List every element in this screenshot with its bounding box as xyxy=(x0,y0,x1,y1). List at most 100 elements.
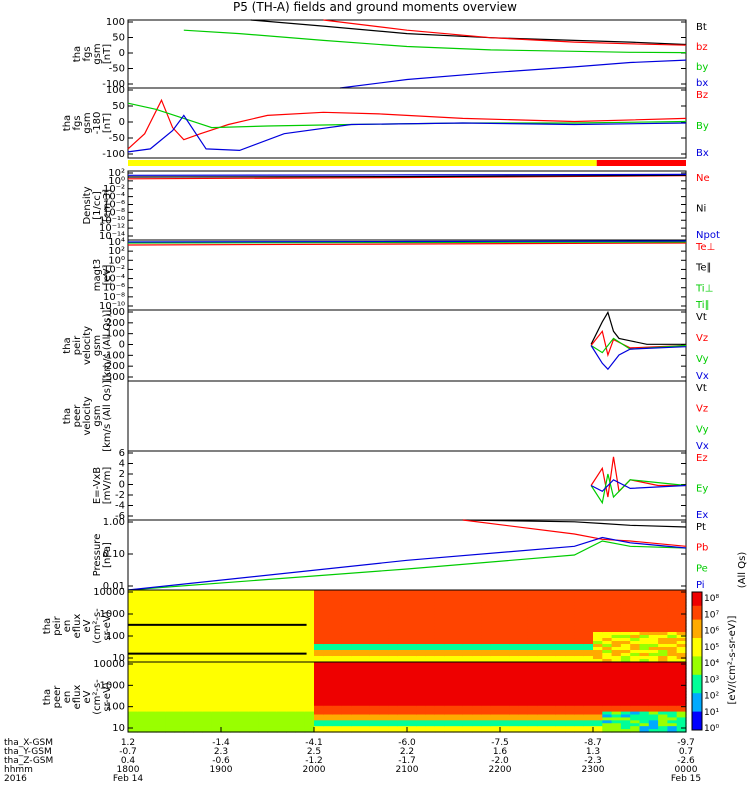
series-line-bx xyxy=(340,60,686,88)
legend-entry: Vt xyxy=(696,383,707,394)
legend-entry: bz xyxy=(696,42,708,53)
spectrogram-gap-line xyxy=(128,624,307,626)
colorbar-cell xyxy=(692,679,702,684)
y-tick-label: 50 xyxy=(112,101,125,112)
legend-entry: Pi xyxy=(696,580,705,591)
colorbar-cell xyxy=(692,643,702,648)
colorbar-cell xyxy=(692,615,702,620)
panel-frame-pressure xyxy=(128,520,686,590)
colorbar-cell xyxy=(692,670,702,675)
y-tick-label: 4 xyxy=(119,459,125,470)
status-bar-red xyxy=(597,160,686,166)
legend-entry: Pb xyxy=(696,543,708,554)
series-line-bz xyxy=(323,20,686,45)
series-line-Pb xyxy=(463,520,686,546)
y-tick-label: -4 xyxy=(115,501,125,512)
series-line-Pe xyxy=(128,541,686,590)
colorbar-cell xyxy=(692,647,702,652)
y-axis-label: [nPa] xyxy=(102,542,113,568)
x-tick-label: 2100 xyxy=(396,765,419,775)
chart-canvas: 100500-50-100tha fgs gsm [nT]Btbzbybx100500… xyxy=(0,0,750,800)
y-axis-label: [km/s (All Qs)] xyxy=(102,310,113,382)
legend-entry: Te⊥ xyxy=(695,242,715,253)
y-tick-label: -2 xyxy=(115,490,125,501)
y-axis-label: [nT] xyxy=(102,113,113,133)
y-tick-label: -50 xyxy=(109,64,125,75)
legend-entry: Vx xyxy=(696,371,709,382)
colorbar-cell xyxy=(692,689,702,694)
legend-entry: bx xyxy=(696,78,708,89)
colorbar-tick-label: 10¹ xyxy=(704,708,719,718)
panel-frame-efield xyxy=(128,451,686,520)
series-line-Pi xyxy=(128,538,686,591)
legend-entry: Vy xyxy=(696,424,709,435)
colorbar-cell xyxy=(692,638,702,643)
series-line-Ez xyxy=(591,457,686,497)
panel-frame-peer_velocity xyxy=(128,381,686,451)
legend-entry: Bz xyxy=(696,90,708,101)
legend-entry: Npot xyxy=(696,230,720,241)
colorbar-cell xyxy=(692,592,702,597)
y-tick-label: 2 xyxy=(119,469,125,480)
legend-entry: Vt xyxy=(696,312,707,323)
colorbar-tick-label: 10² xyxy=(704,692,719,702)
y-axis-label: sr-eV) xyxy=(102,682,113,711)
overview-plot: P5 (TH-A) fields and ground moments over… xyxy=(0,0,750,800)
colorbar-cell xyxy=(692,698,702,703)
colorbar-cell xyxy=(692,624,702,629)
colorbar-cell xyxy=(692,629,702,634)
x-tick-label: 2200 xyxy=(489,765,512,775)
legend-entry: Ey xyxy=(696,484,708,495)
legend-entry: Vy xyxy=(696,354,709,365)
y-axis-label: [eV] xyxy=(102,265,113,286)
y-tick-label: 10 xyxy=(112,723,125,734)
series-line-Vt xyxy=(591,312,686,344)
status-bar-yellow xyxy=(128,160,597,166)
legend-entry: Ne xyxy=(696,173,710,184)
colorbar-cell xyxy=(692,597,702,602)
colorbar-cell xyxy=(692,656,702,661)
colorbar-tick-label: 10⁸ xyxy=(704,594,719,604)
colorbar-cell xyxy=(692,633,702,638)
colorbar-cell xyxy=(692,675,702,680)
colorbar-cell xyxy=(692,620,702,625)
y-tick-label: 100 xyxy=(106,17,125,28)
colorbar-cell xyxy=(692,610,702,615)
y-axis-label: sr-eV) xyxy=(102,611,113,640)
colorbar-cell xyxy=(692,661,702,666)
legend-entry: Bt xyxy=(696,22,707,33)
y-axis-label: [nT] xyxy=(102,44,113,64)
colorbar-cell xyxy=(692,684,702,689)
panel-frame-temperature xyxy=(128,240,686,310)
legend-entry: Ez xyxy=(696,453,708,464)
y-tick-label: 0 xyxy=(119,340,125,351)
x-tick-label: 2000 xyxy=(303,765,326,775)
spectrogram-gap-line xyxy=(128,653,307,655)
legend-entry: by xyxy=(696,62,708,73)
x-date-end: Feb 15 xyxy=(671,774,701,784)
colorbar-cell xyxy=(692,707,702,712)
colorbar-tick-label: 10⁰ xyxy=(704,724,719,734)
legend-entry: Ni xyxy=(696,204,706,215)
y-tick-label: 0 xyxy=(119,117,125,128)
y-axis-label: [cm-3] xyxy=(102,189,113,222)
legend-entry: Vx xyxy=(696,441,709,452)
legend-entry: Bx xyxy=(696,148,709,159)
y-axis-label: [mV/m] xyxy=(102,467,113,505)
peir-spectrogram-cells xyxy=(128,590,687,663)
panel-frame-density xyxy=(128,171,686,240)
x-tick-label: 1900 xyxy=(210,765,233,775)
peer-spectrogram-cells xyxy=(128,662,687,733)
series-line-Pt xyxy=(463,520,686,527)
y-tick-label: 1.00 xyxy=(103,517,125,528)
colorbar-cell xyxy=(692,716,702,721)
colorbar-tick-label: 10³ xyxy=(704,675,719,685)
colorbar-cell xyxy=(692,652,702,657)
colorbar-cell xyxy=(692,721,702,726)
legend-entry: Te∥ xyxy=(695,263,712,274)
legend-entry: Pt xyxy=(696,522,706,533)
y-tick-label: 6 xyxy=(119,448,125,459)
y-axis-label: [km/s (All Qs)] xyxy=(102,380,113,452)
legend-entry: Vz xyxy=(696,404,708,415)
y-tick-label: -50 xyxy=(109,133,125,144)
